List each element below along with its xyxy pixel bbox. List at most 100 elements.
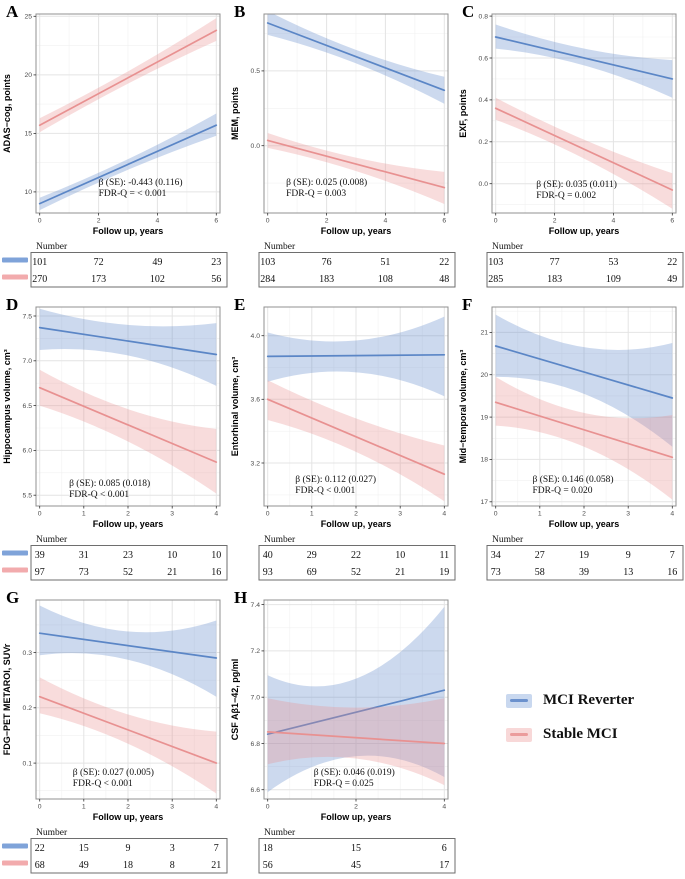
svg-text:4: 4 xyxy=(442,511,446,518)
panel-h: 0 2 4 6.6 6.8 7.0 7.2 7.4 Follow up, years CSF Aβ… xyxy=(228,586,456,879)
regression-line-pink xyxy=(494,107,674,191)
plot-border xyxy=(263,13,449,214)
stat-annotation: FDR-Q = 0.003 xyxy=(286,189,346,199)
legend-swatch-pink-icon xyxy=(506,727,532,742)
svg-text:0.8: 0.8 xyxy=(479,13,489,20)
table-cell: 13 xyxy=(623,567,633,578)
svg-text:2: 2 xyxy=(582,511,586,518)
table-cell: 19 xyxy=(579,550,589,561)
table-cell: 58 xyxy=(535,567,545,578)
regression-line-blue xyxy=(38,632,218,659)
table-cell: 16 xyxy=(667,567,677,578)
svg-text:0.2: 0.2 xyxy=(479,139,489,146)
number-table-header: Number xyxy=(264,828,296,838)
stat-annotation: FDR-Q = 0.002 xyxy=(536,191,596,201)
regression-line-pink xyxy=(38,695,218,764)
svg-text:20: 20 xyxy=(480,372,488,379)
chart-exf: 0 2 4 6 0.0 0.2 0.4 0.6 0.8 Follow up, years EXF, … xyxy=(458,2,684,288)
stat-annotation: β (SE): 0.085 (0.018) xyxy=(69,478,150,489)
table-cell: 45 xyxy=(351,860,361,871)
axes: 0 2 4 6.6 6.8 7.0 7.2 7.4 Follow up, years CSF Aβ… xyxy=(230,602,446,822)
svg-text:6.8: 6.8 xyxy=(251,741,261,748)
table-cell: 9 xyxy=(626,550,631,561)
svg-text:0.3: 0.3 xyxy=(23,650,33,657)
confidence-band-pink xyxy=(495,97,673,209)
table-cell: 108 xyxy=(378,274,393,285)
table-cell: 73 xyxy=(79,567,89,578)
table-cell: 39 xyxy=(35,550,45,561)
table-row-swatch-pink xyxy=(2,860,28,866)
svg-text:3: 3 xyxy=(170,804,174,811)
table-cell: 52 xyxy=(351,567,361,578)
svg-text:2: 2 xyxy=(126,804,130,811)
confidence-band-pink xyxy=(495,376,673,500)
confidence-band-blue xyxy=(39,605,217,697)
table-cell: 49 xyxy=(79,860,89,871)
number-table-box xyxy=(30,545,228,581)
axes: 0 1 2 3 4 0.1 0.2 0.3 Follow up, years FDG−PET ME… xyxy=(2,643,218,822)
table-cell: 40 xyxy=(263,550,273,561)
x-axis-title: Follow up, years xyxy=(93,812,164,822)
svg-text:3: 3 xyxy=(398,511,402,518)
svg-text:15: 15 xyxy=(24,131,32,138)
regression-line-pink xyxy=(38,386,218,463)
table-cell: 103 xyxy=(488,257,503,268)
table-cell: 285 xyxy=(488,274,503,285)
table-cell: 69 xyxy=(307,567,317,578)
svg-text:4: 4 xyxy=(156,218,160,225)
regression-line-blue xyxy=(266,689,446,736)
table-cell: 16 xyxy=(211,567,221,578)
svg-text:0: 0 xyxy=(266,804,270,811)
x-axis-title: Follow up, years xyxy=(321,226,392,236)
chart-adas-cog: 0 2 4 6 10 15 20 25 Follow up, years ADAS−cog, po… xyxy=(2,2,228,288)
stat-annotation: β (SE): 0.035 (0.011) xyxy=(536,179,617,190)
regression-line-blue xyxy=(38,326,218,356)
y-axis-title: Hippocampus volume, cm³ xyxy=(2,349,12,464)
axes: 0 2 4 6 10 15 20 25 Follow up, years ADAS−cog, po… xyxy=(2,14,218,236)
number-table: Number 22 15 9 3 7 68 49 18 8 21 xyxy=(2,828,228,874)
panel-letter: A xyxy=(6,2,19,21)
legend: MCI Reverter Stable MCI xyxy=(456,586,684,879)
table-cell: 109 xyxy=(606,274,621,285)
axes: 0 1 2 3 4 5.5 6.0 6.5 7.0 7.5 Follow up, years Hipp… xyxy=(2,313,218,529)
confidence-band-pink xyxy=(267,380,445,502)
table-cell: 49 xyxy=(152,257,162,268)
svg-text:21: 21 xyxy=(480,330,488,337)
stat-annotation: FDR-Q < 0.001 xyxy=(69,490,129,500)
number-table-box xyxy=(258,545,456,581)
svg-text:4: 4 xyxy=(214,804,218,811)
gridlines xyxy=(492,14,676,213)
axes: 0 2 4 6 0.0 0.2 0.4 0.6 0.8 Follow up, years EXF, … xyxy=(458,13,674,236)
confidence-band-pink xyxy=(39,18,217,133)
number-table-box xyxy=(486,545,684,581)
stat-annotation: β (SE): -0.443 (0.116) xyxy=(99,177,183,188)
table-cell: 284 xyxy=(260,274,275,285)
table-cell: 173 xyxy=(91,274,106,285)
svg-text:1: 1 xyxy=(82,804,86,811)
svg-text:0.5: 0.5 xyxy=(251,68,261,75)
svg-text:0.6: 0.6 xyxy=(479,55,489,62)
svg-text:4.0: 4.0 xyxy=(251,333,261,340)
svg-text:2: 2 xyxy=(354,511,358,518)
panel-f: 0 1 2 3 4 17 18 19 20 21 Follow up, years Mid−tempo… xyxy=(456,293,684,586)
confidence-band-pink xyxy=(267,698,445,786)
svg-text:4: 4 xyxy=(384,218,388,225)
svg-text:0.2: 0.2 xyxy=(23,705,33,712)
number-table-box xyxy=(258,252,456,288)
table-cell: 15 xyxy=(79,843,89,854)
table-cell: 22 xyxy=(667,257,677,268)
panel-g: 0 1 2 3 4 0.1 0.2 0.3 Follow up, years FDG−PET ME… xyxy=(0,586,228,879)
table-cell: 101 xyxy=(32,257,47,268)
x-axis-title: Follow up, years xyxy=(549,519,620,529)
number-table-header: Number xyxy=(264,242,296,252)
confidence-band-blue xyxy=(495,24,673,98)
stat-annotation: β (SE): 0.146 (0.058) xyxy=(533,474,614,485)
number-table: Number 103 76 51 22 284 183 108 48 xyxy=(258,242,456,288)
stat-annotation: FDR-Q = 0.025 xyxy=(314,779,374,789)
svg-text:2: 2 xyxy=(325,218,329,225)
number-table-header: Number xyxy=(264,535,296,545)
regression-line-pink xyxy=(494,401,674,459)
number-table-header: Number xyxy=(36,828,68,838)
table-cell: 7 xyxy=(670,550,675,561)
